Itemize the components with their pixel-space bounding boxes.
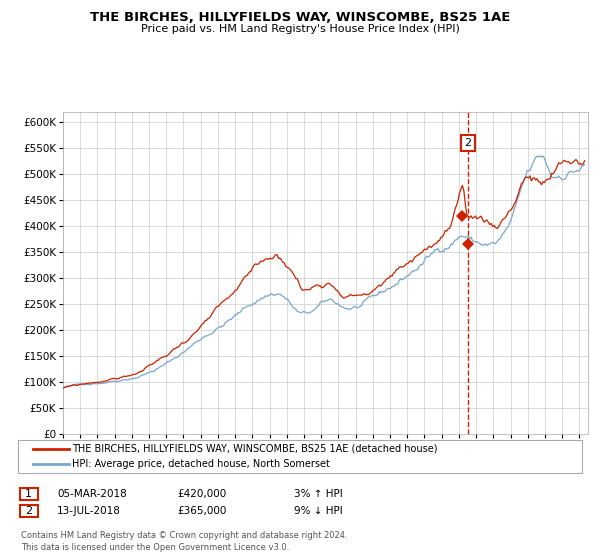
Text: THE BIRCHES, HILLYFIELDS WAY, WINSCOMBE, BS25 1AE: THE BIRCHES, HILLYFIELDS WAY, WINSCOMBE,… — [90, 11, 510, 24]
Text: 1: 1 — [25, 489, 32, 499]
Text: 13-JUL-2018: 13-JUL-2018 — [57, 506, 121, 516]
Text: 2: 2 — [464, 138, 472, 148]
Text: Price paid vs. HM Land Registry's House Price Index (HPI): Price paid vs. HM Land Registry's House … — [140, 24, 460, 34]
Text: THE BIRCHES, HILLYFIELDS WAY, WINSCOMBE, BS25 1AE (detached house): THE BIRCHES, HILLYFIELDS WAY, WINSCOMBE,… — [72, 444, 437, 454]
Text: 3% ↑ HPI: 3% ↑ HPI — [294, 489, 343, 499]
Text: £420,000: £420,000 — [177, 489, 226, 499]
Text: £365,000: £365,000 — [177, 506, 226, 516]
Text: Contains HM Land Registry data © Crown copyright and database right 2024.
This d: Contains HM Land Registry data © Crown c… — [21, 531, 347, 552]
Text: 9% ↓ HPI: 9% ↓ HPI — [294, 506, 343, 516]
Text: HPI: Average price, detached house, North Somerset: HPI: Average price, detached house, Nort… — [72, 459, 330, 469]
Text: 2: 2 — [25, 506, 32, 516]
Text: 05-MAR-2018: 05-MAR-2018 — [57, 489, 127, 499]
